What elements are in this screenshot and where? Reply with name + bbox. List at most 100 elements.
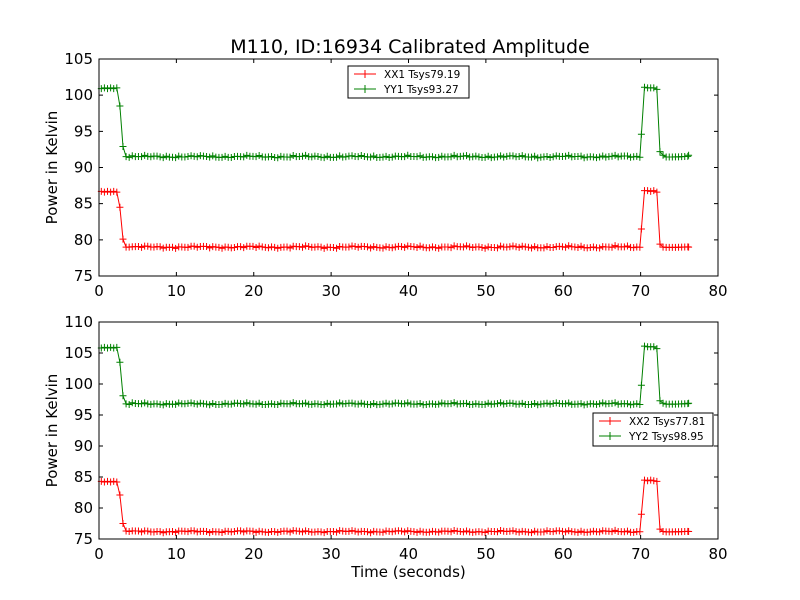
data-point xyxy=(650,477,658,485)
data-point xyxy=(509,152,517,160)
data-point xyxy=(184,152,192,160)
data-point xyxy=(274,244,282,252)
data-point xyxy=(410,528,418,536)
data-point xyxy=(509,399,517,407)
data-point xyxy=(218,400,226,408)
data-point xyxy=(345,527,353,535)
data-point xyxy=(650,187,658,195)
data-point xyxy=(159,401,167,409)
data-point xyxy=(611,399,619,407)
data-point xyxy=(463,399,471,407)
data-point xyxy=(224,243,232,251)
data-point xyxy=(574,528,582,536)
data-point xyxy=(524,528,532,536)
data-point xyxy=(379,528,387,536)
data-point xyxy=(203,527,211,535)
data-point xyxy=(577,400,585,408)
data-point xyxy=(463,527,471,535)
data-point xyxy=(367,529,375,537)
data-point xyxy=(586,244,594,252)
data-point xyxy=(447,400,455,408)
data-point xyxy=(237,243,245,251)
data-point xyxy=(172,154,180,162)
data-point xyxy=(367,401,375,409)
data-point xyxy=(435,153,443,161)
series-markers-yy2 xyxy=(97,342,693,409)
data-point xyxy=(596,400,604,408)
data-point xyxy=(469,528,477,536)
data-point xyxy=(444,243,452,251)
data-point xyxy=(379,400,387,408)
data-point xyxy=(685,528,693,536)
data-point xyxy=(104,187,112,195)
data-point xyxy=(650,84,658,92)
data-point xyxy=(320,401,328,409)
data-point xyxy=(116,491,124,499)
data-point xyxy=(450,526,458,534)
data-point xyxy=(611,151,619,159)
data-point xyxy=(302,527,310,535)
data-point xyxy=(196,399,204,407)
data-point xyxy=(370,399,378,407)
data-point xyxy=(620,528,628,536)
data-point xyxy=(484,152,492,160)
data-point xyxy=(255,399,263,407)
data-point xyxy=(333,153,341,161)
data-point xyxy=(531,399,539,407)
data-point xyxy=(113,188,121,196)
data-point xyxy=(653,345,661,353)
data-point xyxy=(172,400,180,408)
legend: XX1 Tsys79.19 YY1 Tsys93.27 xyxy=(347,65,470,99)
data-point xyxy=(565,399,573,407)
data-point xyxy=(506,527,514,535)
data-point xyxy=(401,528,409,536)
x-tick-label: 30 xyxy=(322,282,341,300)
data-point xyxy=(653,188,661,196)
data-point xyxy=(484,243,492,251)
data-point xyxy=(206,529,214,537)
data-point xyxy=(119,520,127,527)
data-point xyxy=(466,243,474,251)
data-point xyxy=(428,153,436,161)
data-point xyxy=(255,151,263,159)
data-point xyxy=(113,478,121,486)
data-point xyxy=(475,153,483,161)
data-point xyxy=(531,527,539,535)
data-point xyxy=(684,152,692,160)
series-markers-yy1 xyxy=(97,83,693,162)
data-point xyxy=(413,528,421,536)
data-point xyxy=(264,528,272,536)
data-point xyxy=(656,240,664,248)
data-point xyxy=(620,243,628,251)
data-point xyxy=(596,244,604,252)
data-point xyxy=(481,244,489,252)
data-point xyxy=(506,243,514,251)
data-point xyxy=(546,153,554,161)
data-point xyxy=(252,400,260,408)
data-point xyxy=(351,242,359,250)
data-point xyxy=(367,153,375,161)
data-point xyxy=(636,153,644,161)
data-point xyxy=(175,399,183,407)
x-tick-label: 20 xyxy=(244,282,263,300)
data-point xyxy=(633,152,641,160)
data-point xyxy=(240,400,248,408)
data-point xyxy=(450,242,458,250)
data-point xyxy=(410,243,418,251)
data-point xyxy=(323,399,331,407)
x-tick-label: 80 xyxy=(708,282,727,300)
data-point xyxy=(156,528,164,536)
data-point xyxy=(125,400,133,408)
data-point xyxy=(128,152,136,160)
data-point xyxy=(528,244,536,252)
data-point xyxy=(562,243,570,251)
data-point xyxy=(169,528,177,536)
data-point xyxy=(382,399,390,407)
data-point xyxy=(348,152,356,160)
y-tick-label: 85 xyxy=(74,195,93,213)
data-point xyxy=(611,242,619,250)
data-point xyxy=(640,342,648,350)
data-point xyxy=(515,243,523,251)
data-point xyxy=(416,152,424,160)
